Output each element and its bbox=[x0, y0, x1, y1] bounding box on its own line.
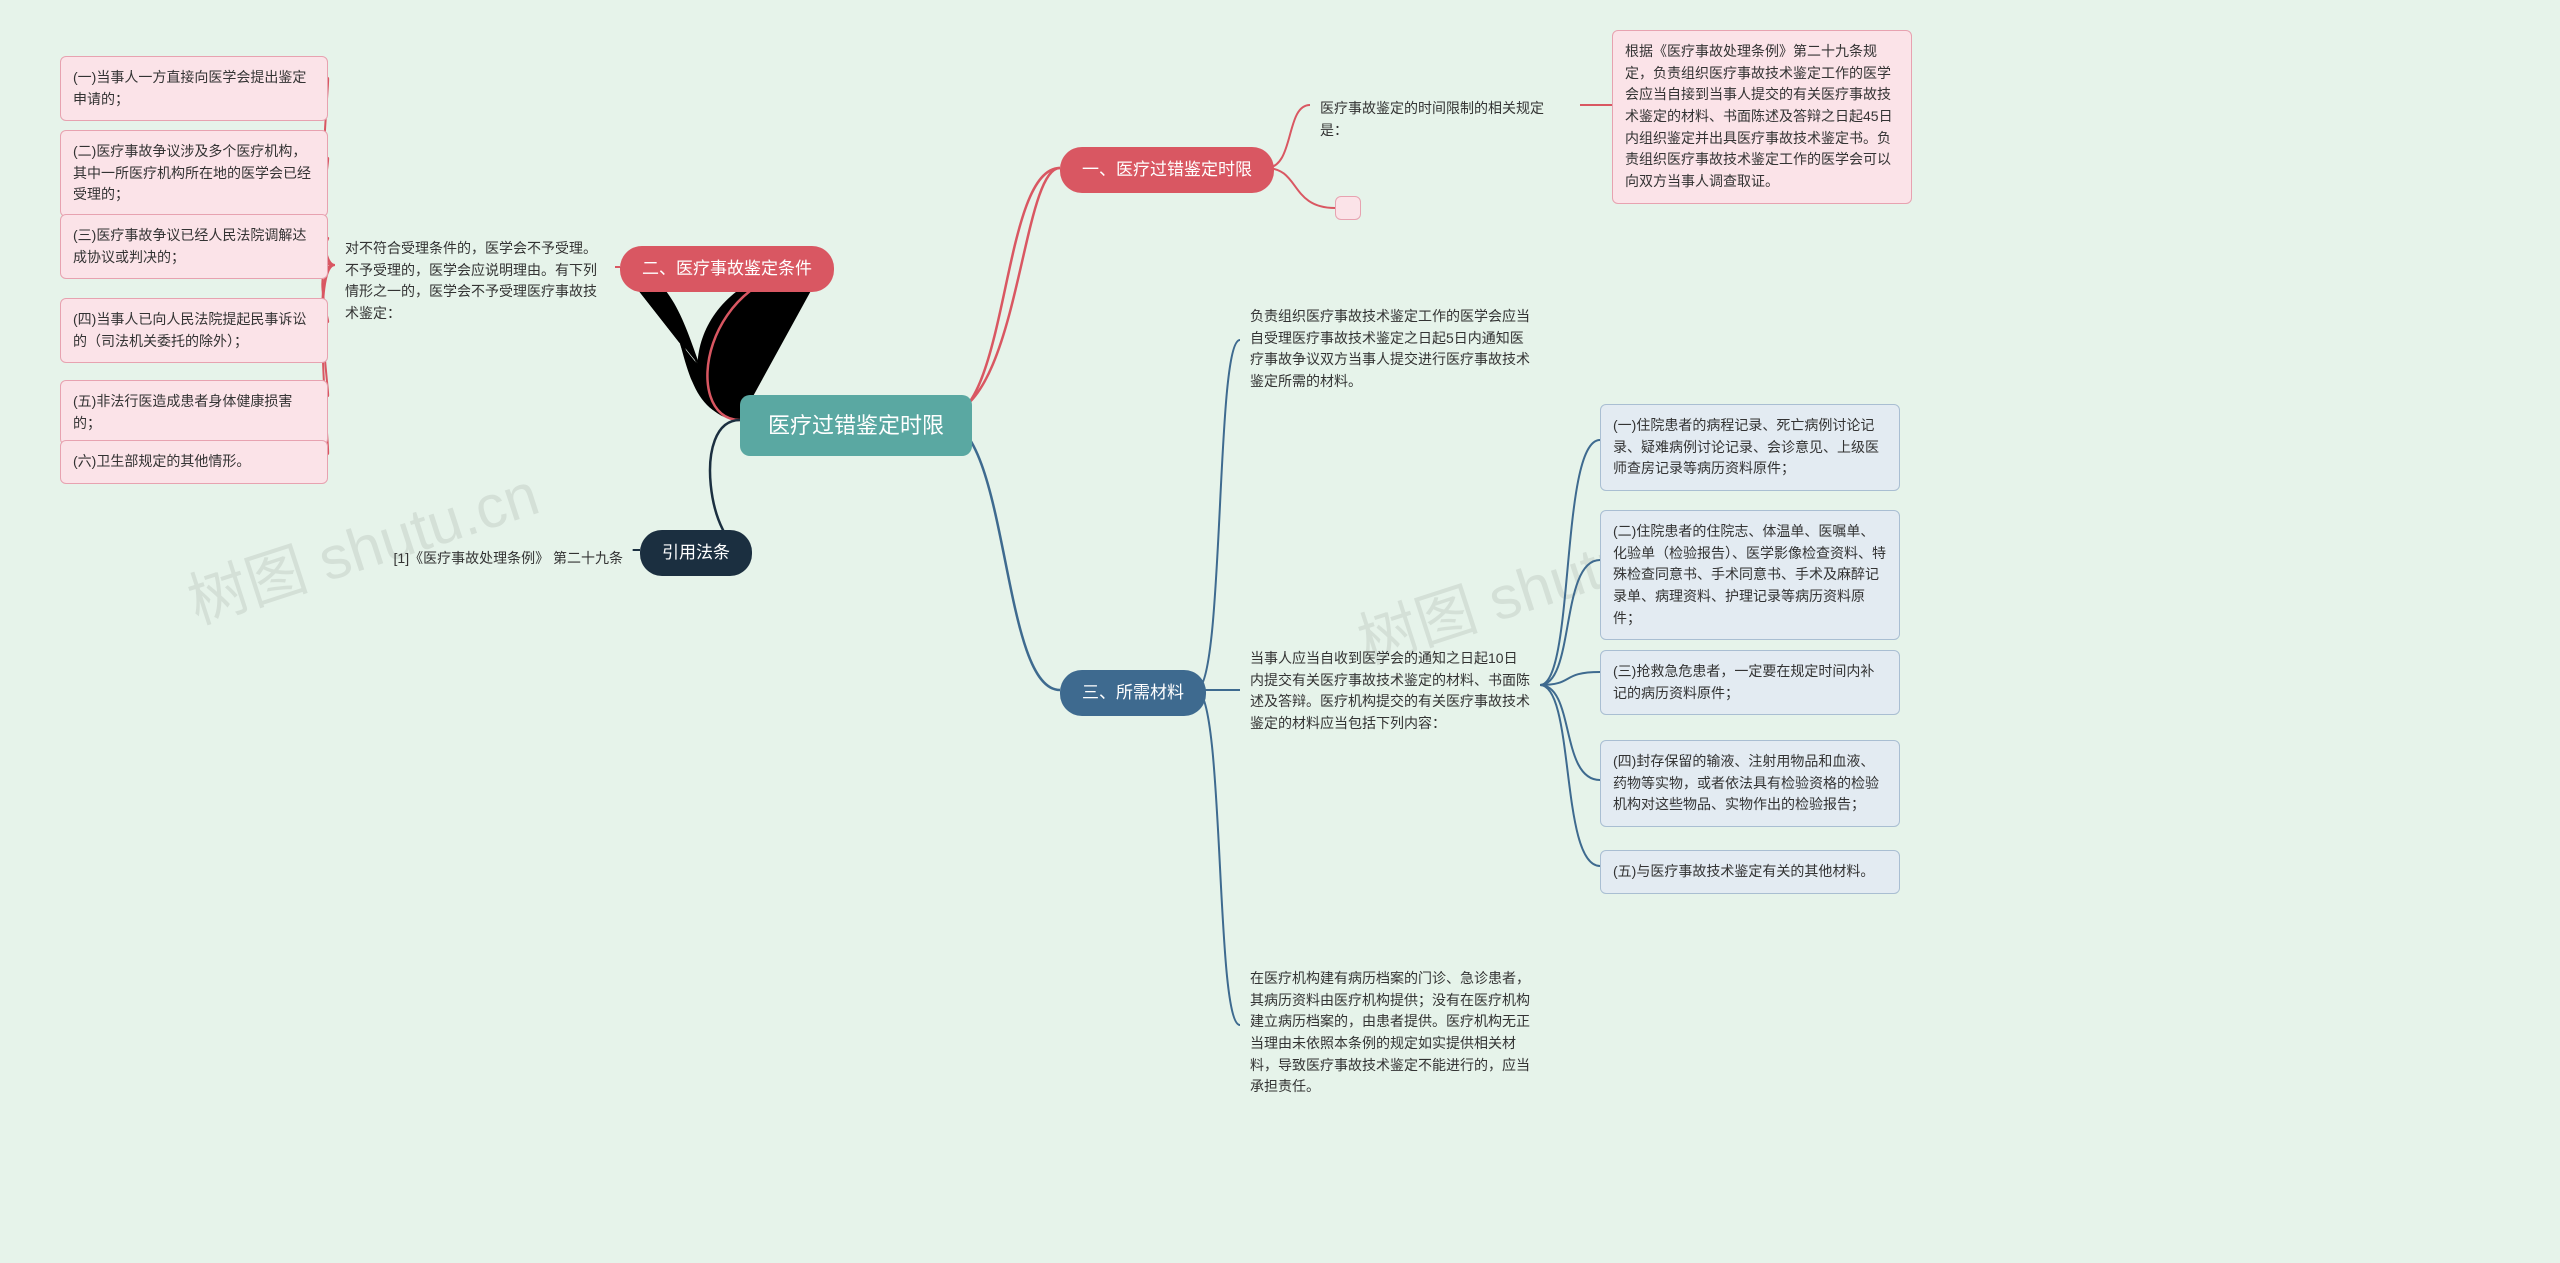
branch-3-sub-3: 在医疗机构建有病历档案的门诊、急诊患者，其病历资料由医疗机构提供；没有在医疗机构… bbox=[1240, 960, 1540, 1106]
branch-4[interactable]: 引用法条 bbox=[640, 530, 752, 576]
branch-2-leaf-5: (五)非法行医造成患者身体健康损害的； bbox=[60, 380, 328, 445]
branch-4-sub-1: [1]《医疗事故处理条例》 第二十九条 bbox=[383, 540, 633, 578]
branch-3-leaf-4: (四)封存保留的输液、注射用物品和血液、药物等实物，或者依法具有检验资格的检验机… bbox=[1600, 740, 1900, 827]
branch-1[interactable]: 一、医疗过错鉴定时限 bbox=[1060, 147, 1274, 193]
branch-3-leaf-2: (二)住院患者的住院志、体温单、医嘱单、化验单（检验报告）、医学影像检查资料、特… bbox=[1600, 510, 1900, 640]
branch-3-sub-2: 当事人应当自收到医学会的通知之日起10日内提交有关医疗事故技术鉴定的材料、书面陈… bbox=[1240, 640, 1540, 743]
branch-2-leaf-4: (四)当事人已向人民法院提起民事诉讼的（司法机关委托的除外）； bbox=[60, 298, 328, 363]
branch-1-sub-1: 医疗事故鉴定的时间限制的相关规定是： bbox=[1310, 90, 1580, 149]
branch-3-leaf-3: (三)抢救急危患者，一定要在规定时间内补记的病历资料原件； bbox=[1600, 650, 1900, 715]
branch-1-leaf-1: 根据《医疗事故处理条例》第二十九条规定，负责组织医疗事故技术鉴定工作的医学会应当… bbox=[1612, 30, 1912, 204]
branch-2-leaf-1: (一)当事人一方直接向医学会提出鉴定申请的； bbox=[60, 56, 328, 121]
branch-2[interactable]: 二、医疗事故鉴定条件 bbox=[620, 246, 834, 292]
branch-2-leaf-6: (六)卫生部规定的其他情形。 bbox=[60, 440, 328, 484]
branch-2-leaf-2: (二)医疗事故争议涉及多个医疗机构，其中一所医疗机构所在地的医学会已经受理的； bbox=[60, 130, 328, 217]
branch-2-sub-1: 对不符合受理条件的，医学会不予受理。不予受理的，医学会应说明理由。有下列情形之一… bbox=[335, 230, 615, 333]
branch-3[interactable]: 三、所需材料 bbox=[1060, 670, 1206, 716]
branch-2-leaf-3: (三)医疗事故争议已经人民法院调解达成协议或判决的； bbox=[60, 214, 328, 279]
branch-1-leaf-empty bbox=[1335, 196, 1361, 220]
branch-3-leaf-5: (五)与医疗事故技术鉴定有关的其他材料。 bbox=[1600, 850, 1900, 894]
branch-3-leaf-1: (一)住院患者的病程记录、死亡病例讨论记录、疑难病例讨论记录、会诊意见、上级医师… bbox=[1600, 404, 1900, 491]
branch-3-sub-1: 负责组织医疗事故技术鉴定工作的医学会应当自受理医疗事故技术鉴定之日起5日内通知医… bbox=[1240, 298, 1540, 401]
root-node[interactable]: 医疗过错鉴定时限 bbox=[740, 395, 972, 456]
